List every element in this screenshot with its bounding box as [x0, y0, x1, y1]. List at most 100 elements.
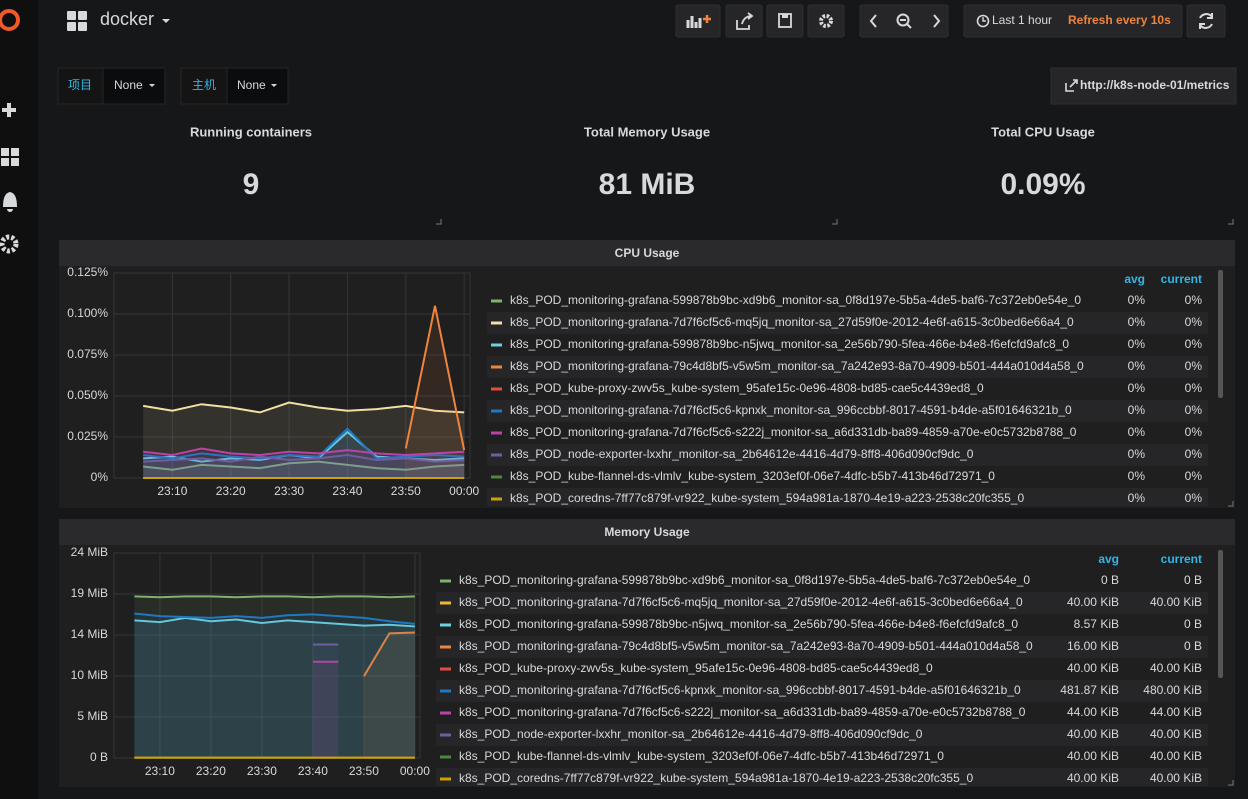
variable-dropdown[interactable] [226, 67, 289, 105]
x-tick-label: 23:50 [391, 484, 421, 498]
dashboards-icon[interactable] [1, 148, 19, 166]
legend-entry[interactable]: k8s_POD_coredns-7ff77c879f-vr922_kube-sy… [459, 771, 973, 785]
legend-avg: 0% [1128, 359, 1146, 373]
y-tick-label: 10 MiB [71, 668, 108, 682]
save-button[interactable] [766, 4, 804, 38]
legend-entry[interactable]: k8s_POD_coredns-7ff77c879f-vr922_kube-sy… [510, 491, 1024, 505]
legend-avg: 0% [1128, 315, 1146, 329]
refresh-button[interactable] [1186, 4, 1226, 38]
variable-value[interactable]: None [237, 78, 266, 92]
legend-row [436, 768, 1208, 786]
logo[interactable] [0, 9, 20, 31]
x-tick-label: 23:30 [247, 764, 277, 778]
legend-entry[interactable]: k8s_POD_monitoring-grafana-79c4d8bf5-v5w… [510, 359, 1084, 373]
series-line [134, 616, 415, 628]
panel-title: CPU Usage [615, 246, 680, 260]
legend-entry[interactable]: k8s_POD_node-exporter-lxxhr_monitor-sa_2… [510, 447, 974, 461]
legend-avg: 40.00 KiB [1067, 727, 1119, 741]
legend-row [436, 636, 1208, 658]
alerting-icon[interactable] [3, 192, 17, 212]
legend-avg: 0% [1128, 381, 1146, 395]
graph-panel: Memory Usage 0 B 5 MiB 10 MiB 14 MiB 19 MiB 24… [59, 519, 1235, 787]
resize-handle [1228, 501, 1234, 507]
x-tick-label: 00:00 [449, 484, 479, 498]
legend-entry[interactable]: k8s_POD_monitoring-grafana-599878b9bc-xd… [459, 573, 1030, 587]
legend-entry[interactable]: k8s_POD_kube-flannel-ds-vlmlv_kube-syste… [510, 469, 995, 483]
legend-entry[interactable]: k8s_POD_node-exporter-lxxhr_monitor-sa_2… [459, 727, 923, 741]
time-range[interactable]: Last 1 hour [992, 13, 1052, 27]
legend-swatch [440, 579, 451, 583]
time-picker[interactable] [963, 4, 1183, 38]
legend-avg: 0% [1128, 447, 1146, 461]
legend-current: 40.00 KiB [1150, 661, 1202, 675]
x-tick-label: 23:10 [145, 764, 175, 778]
legend-entry[interactable]: k8s_POD_monitoring-grafana-599878b9bc-n5… [510, 337, 1069, 351]
x-tick-label: 23:20 [196, 764, 226, 778]
legend-swatch [491, 299, 502, 303]
series-area [134, 617, 415, 758]
panel-header [59, 519, 1235, 545]
legend-entry[interactable]: k8s_POD_monitoring-grafana-79c4d8bf5-v5w… [459, 639, 1033, 653]
variables: 项目 None 主机 None http://k8s-node-01/metri… [57, 67, 1237, 105]
add-panel-button[interactable] [675, 4, 721, 38]
legend-entry[interactable]: k8s_POD_monitoring-grafana-7d7f6cf5c6-mq… [459, 595, 1023, 609]
legend-avg: 0% [1128, 337, 1146, 351]
legend-row [436, 724, 1208, 746]
legend-swatch [440, 623, 451, 627]
legend-avg: 40.00 KiB [1067, 595, 1119, 609]
legend-entry[interactable]: k8s_POD_monitoring-grafana-7d7f6cf5c6-mq… [510, 315, 1074, 329]
legend-swatch [440, 689, 451, 693]
legend-current: 0% [1185, 315, 1203, 329]
legend: k8s_POD_monitoring-grafana-599878b9bc-xd… [487, 293, 1208, 506]
series-area [143, 448, 465, 478]
legend-entry[interactable]: k8s_POD_monitoring-grafana-7d7f6cf5c6-s2… [459, 705, 1026, 719]
legend-entry[interactable]: k8s_POD_monitoring-grafana-599878b9bc-n5… [459, 617, 1018, 631]
legend-entry[interactable]: k8s_POD_kube-proxy-zwv5s_kube-system_95a… [510, 381, 984, 395]
series-line [143, 447, 465, 457]
legend-current: 0 B [1184, 573, 1202, 587]
sidebar [0, 0, 38, 799]
legend-current: 0% [1185, 425, 1203, 439]
y-tick-label: 0.025% [67, 429, 108, 443]
resize-handle [1228, 780, 1234, 786]
legend-entry[interactable]: k8s_POD_kube-proxy-zwv5s_kube-system_95a… [459, 661, 933, 675]
variable-label: 主机 [192, 78, 216, 92]
legend-entry[interactable]: k8s_POD_monitoring-grafana-599878b9bc-xd… [510, 293, 1081, 307]
legend-header: current [1161, 272, 1202, 286]
y-tick-label: 0.050% [67, 388, 108, 402]
legend-row [487, 488, 1208, 506]
variable-value[interactable]: None [114, 78, 143, 92]
series-area [143, 428, 465, 478]
refresh-interval[interactable]: Refresh every 10s [1068, 13, 1171, 27]
create-icon[interactable] [2, 103, 16, 117]
legend-avg: 0% [1128, 425, 1146, 439]
x-tick-label: 23:50 [349, 764, 379, 778]
y-tick-label: 0.100% [67, 306, 108, 320]
legend-entry[interactable]: k8s_POD_kube-flannel-ds-vlmlv_kube-syste… [459, 749, 944, 763]
legend-swatch [491, 431, 502, 435]
link-button[interactable] [1050, 67, 1237, 105]
legend-avg: 0% [1128, 469, 1146, 483]
series-line [143, 427, 465, 460]
y-tick-label: 0.075% [67, 347, 108, 361]
legend-entry[interactable]: k8s_POD_monitoring-grafana-7d7f6cf5c6-s2… [510, 425, 1077, 439]
dashboard-link[interactable]: http://k8s-node-01/metrics [1080, 78, 1230, 92]
legend-avg: 16.00 KiB [1067, 639, 1119, 653]
legend-swatch [440, 755, 451, 759]
x-tick-label: 23:40 [332, 484, 362, 498]
series-area [363, 632, 415, 758]
legend-entry[interactable]: k8s_POD_monitoring-grafana-7d7f6cf5c6-kp… [459, 683, 1021, 697]
settings-button[interactable] [807, 4, 845, 38]
dashboard-title[interactable]: docker [100, 9, 154, 29]
legend-swatch [440, 601, 451, 605]
legend-avg: 40.00 KiB [1067, 661, 1119, 675]
legend-avg: 0 B [1101, 573, 1119, 587]
legend-swatch [491, 409, 502, 413]
variable-dropdown[interactable] [102, 67, 166, 105]
config-icon[interactable] [0, 234, 19, 254]
legend-current: 0% [1185, 381, 1203, 395]
legend-entry[interactable]: k8s_POD_monitoring-grafana-7d7f6cf5c6-kp… [510, 403, 1072, 417]
series-line [134, 595, 415, 599]
stat-value: 9 [243, 168, 260, 201]
